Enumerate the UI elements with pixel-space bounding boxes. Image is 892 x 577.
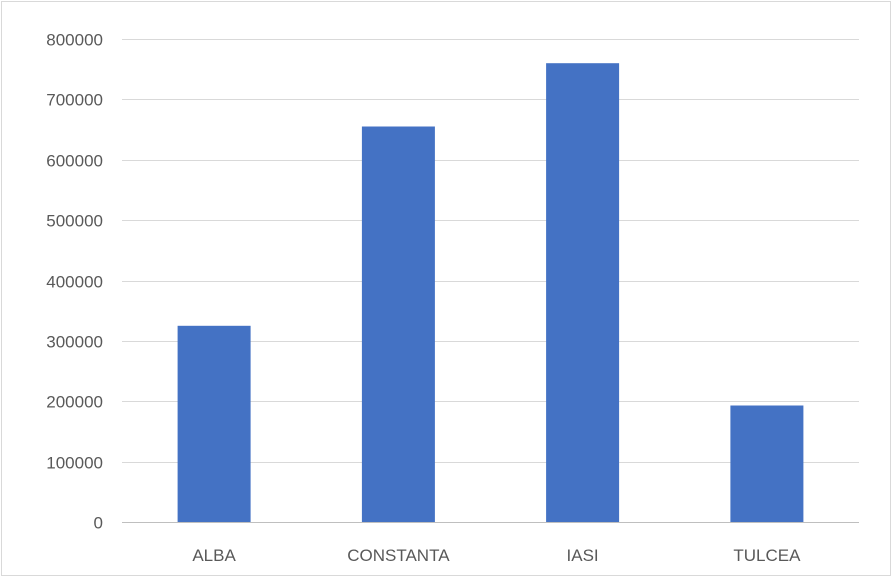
bar-iasi: [546, 63, 620, 522]
bar-tulcea: [730, 405, 804, 522]
y-tick-label: 400000: [46, 273, 103, 292]
y-tick-label: 800000: [46, 31, 103, 50]
y-tick-label: 100000: [46, 454, 103, 473]
x-axis-tick-labels: ALBA CONSTANTA IASI TULCEA: [192, 546, 801, 565]
y-axis-tick-labels: 0 100000 200000 300000 400000 500000 600000 700…: [46, 31, 103, 533]
bar-alba: [177, 325, 251, 522]
y-tick-label: 500000: [46, 212, 103, 231]
x-tick-label: TULCEA: [733, 546, 801, 565]
y-tick-label: 0: [94, 514, 103, 533]
x-tick-label: IASI: [567, 546, 599, 565]
x-tick-label: ALBA: [192, 546, 236, 565]
y-tick-label: 700000: [46, 91, 103, 110]
x-tick-label: CONSTANTA: [347, 546, 450, 565]
bars: [177, 63, 804, 522]
y-tick-label: 200000: [46, 393, 103, 412]
y-tick-label: 300000: [46, 333, 103, 352]
bar-constanta: [361, 126, 435, 522]
y-tick-label: 600000: [46, 152, 103, 171]
